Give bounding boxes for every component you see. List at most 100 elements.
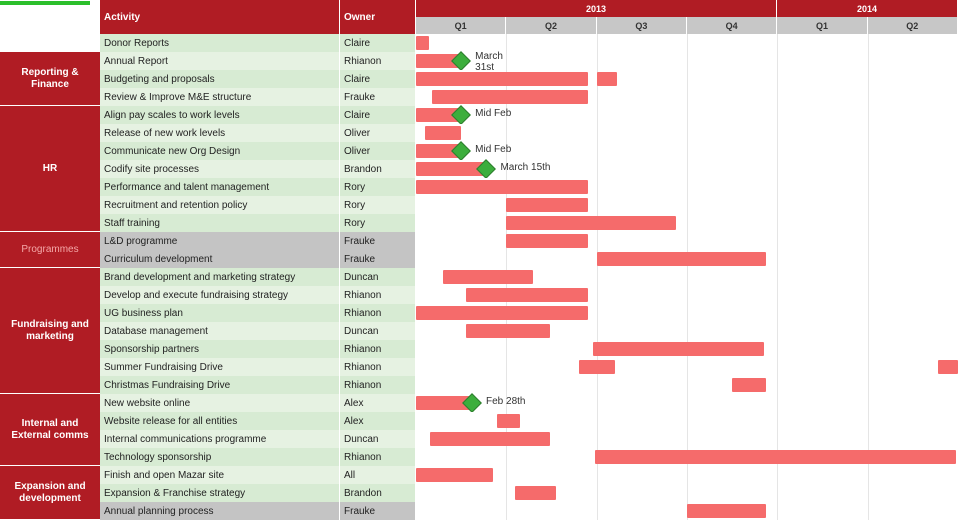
timeline-cell <box>416 358 958 376</box>
owner-cell: Rhianon <box>340 286 416 304</box>
quarter-divider <box>597 394 598 412</box>
quarter-divider <box>868 394 869 412</box>
category-cell <box>0 34 100 52</box>
activity-cell: Release of new work levels <box>100 124 340 142</box>
timeline-cell: Feb 28th <box>416 394 958 412</box>
category-cell: Internal and External comms <box>0 394 100 466</box>
quarter-divider <box>868 160 869 178</box>
activity-cell: Budgeting and proposals <box>100 70 340 88</box>
owner-cell: Rhianon <box>340 376 416 394</box>
activity-cell: Technology sponsorship <box>100 448 340 466</box>
header-row: Activity Owner 20132014 Q1Q2Q3Q4Q1Q2 <box>0 0 958 34</box>
quarter-divider <box>597 196 598 214</box>
timeline-cell <box>416 484 958 502</box>
quarter-divider <box>687 34 688 52</box>
quarter-divider <box>777 250 778 268</box>
milestone-label: Mid Feb <box>475 108 511 119</box>
quarter-divider <box>868 430 869 448</box>
timeline-cell <box>416 88 958 106</box>
gantt-row: Budgeting and proposalsClaire <box>100 70 958 88</box>
activity-cell: New website online <box>100 394 340 412</box>
header-quarter: Q1 <box>777 17 867 34</box>
activity-cell: Finish and open Mazar site <box>100 466 340 484</box>
gantt-row: Website release for all entitiesAlex <box>100 412 958 430</box>
quarter-divider <box>597 430 598 448</box>
quarter-divider <box>506 448 507 466</box>
green-accent-line <box>0 1 90 5</box>
milestone-label: Feb 28th <box>486 396 525 407</box>
quarter-divider <box>687 52 688 70</box>
quarter-divider <box>777 142 778 160</box>
gantt-row: Performance and talent managementRory <box>100 178 958 196</box>
gantt-row: Communicate new Org DesignOliverMid Feb <box>100 142 958 160</box>
timeline-cell: March 15th <box>416 160 958 178</box>
quarter-divider <box>506 376 507 394</box>
quarter-divider <box>777 88 778 106</box>
gantt-row: L&D programmeFrauke <box>100 232 958 250</box>
timeline-cell <box>416 466 958 484</box>
quarter-divider <box>597 268 598 286</box>
gantt-row: Expansion & Franchise strategyBrandon <box>100 484 958 502</box>
timeline-cell <box>416 376 958 394</box>
gantt-bar <box>593 342 764 356</box>
quarter-divider <box>868 286 869 304</box>
gantt-bar <box>416 72 588 86</box>
gantt-bar <box>597 72 617 86</box>
quarter-divider <box>687 286 688 304</box>
quarter-divider <box>868 178 869 196</box>
gantt-bar <box>466 288 588 302</box>
quarter-divider <box>868 376 869 394</box>
gantt-row: Finish and open Mazar siteAll <box>100 466 958 484</box>
top-left-corner <box>0 0 100 34</box>
category-cell: Programmes <box>0 232 100 268</box>
quarter-divider <box>687 232 688 250</box>
gantt-bar <box>416 162 485 176</box>
quarter-divider <box>597 88 598 106</box>
category-cell: Reporting & Finance <box>0 52 100 106</box>
gantt-row: Staff trainingRory <box>100 214 958 232</box>
gantt-bar <box>938 360 958 374</box>
quarter-divider <box>777 286 778 304</box>
quarter-divider <box>506 124 507 142</box>
quarter-divider <box>687 124 688 142</box>
header-owner: Owner <box>340 0 416 34</box>
quarter-divider <box>868 412 869 430</box>
owner-cell: Frauke <box>340 88 416 106</box>
activity-cell: Performance and talent management <box>100 178 340 196</box>
quarter-divider <box>777 52 778 70</box>
activity-cell: Expansion & Franchise strategy <box>100 484 340 502</box>
owner-cell: Rhianon <box>340 340 416 358</box>
quarter-divider <box>777 232 778 250</box>
quarter-divider <box>777 340 778 358</box>
owner-cell: Claire <box>340 34 416 52</box>
category-cell: Fundraising and marketing <box>0 268 100 394</box>
activity-cell: L&D programme <box>100 232 340 250</box>
gantt-row: Summer Fundraising DriveRhianon <box>100 358 958 376</box>
quarter-divider <box>868 250 869 268</box>
quarter-divider <box>868 88 869 106</box>
activity-cell: UG business plan <box>100 304 340 322</box>
gantt-bar <box>416 306 588 320</box>
quarter-divider <box>687 106 688 124</box>
quarter-divider <box>597 160 598 178</box>
timeline-cell <box>416 322 958 340</box>
gantt-row: Sponsorship partnersRhianon <box>100 340 958 358</box>
header-quarter: Q2 <box>868 17 958 34</box>
quarter-divider <box>687 142 688 160</box>
owner-cell: Rhianon <box>340 304 416 322</box>
header-quarter: Q1 <box>416 17 506 34</box>
timeline-cell <box>416 70 958 88</box>
quarter-divider <box>597 322 598 340</box>
timeline-cell <box>416 178 958 196</box>
category-cell: Expansion and development <box>0 466 100 520</box>
timeline-cell: Mid Feb <box>416 142 958 160</box>
quarter-divider <box>687 268 688 286</box>
quarter-divider <box>777 394 778 412</box>
quarter-divider <box>777 412 778 430</box>
header-quarter: Q2 <box>506 17 596 34</box>
owner-cell: Oliver <box>340 142 416 160</box>
timeline-cell <box>416 340 958 358</box>
timeline-cell <box>416 196 958 214</box>
owner-cell: Rhianon <box>340 358 416 376</box>
quarter-divider <box>597 376 598 394</box>
